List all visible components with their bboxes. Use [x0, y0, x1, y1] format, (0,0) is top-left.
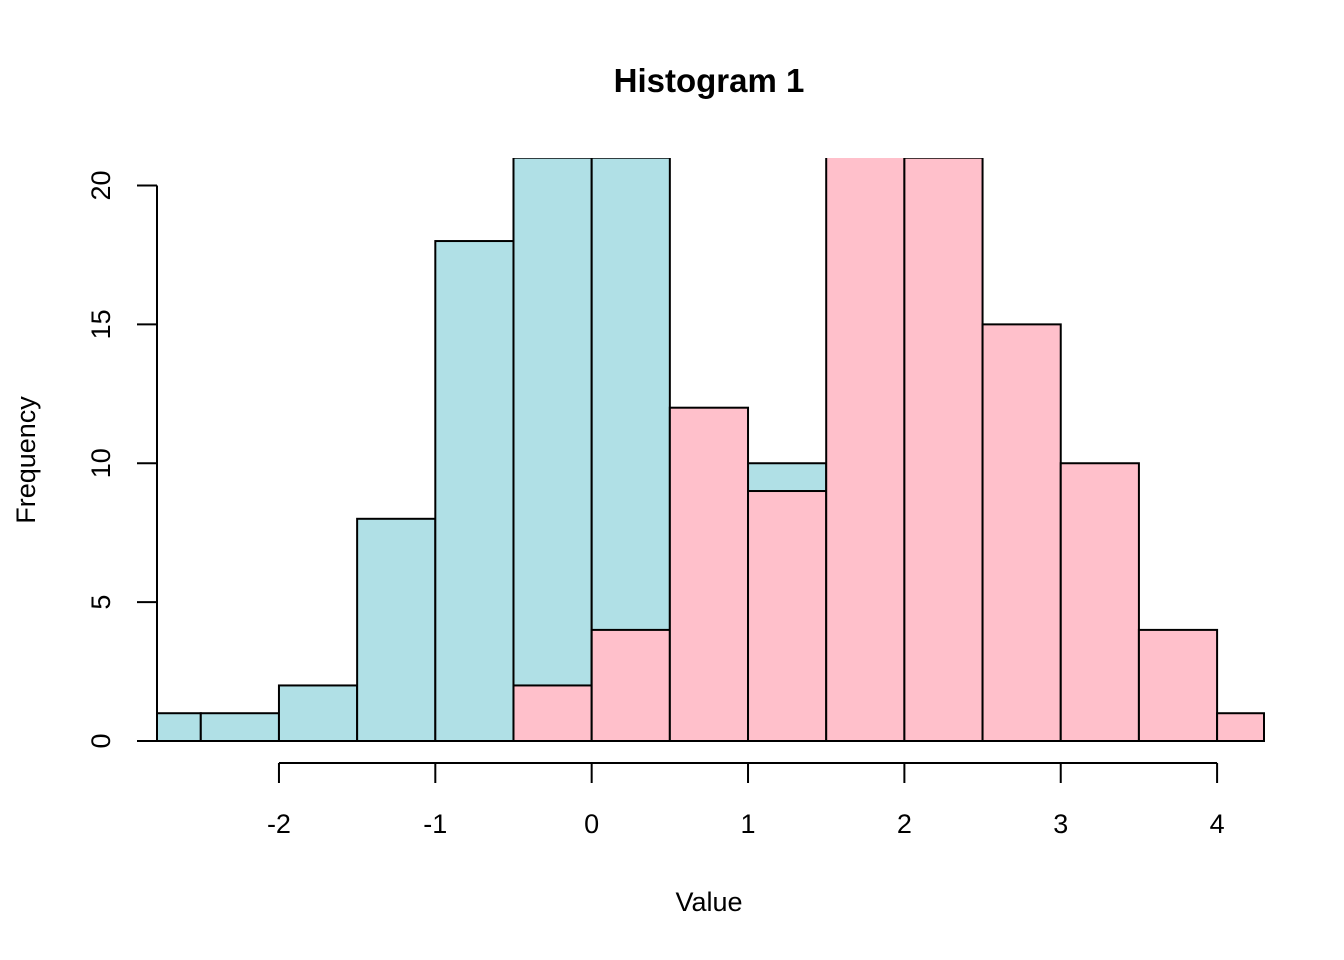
bar-series-2-bin-8 — [1059, 462, 1140, 742]
chart-title: Histogram 1 — [614, 62, 805, 99]
bar-series-1-bin-3 — [277, 684, 359, 743]
y-tick-label: 10 — [86, 448, 116, 478]
bars-layer — [156, 158, 1266, 743]
y-tick-label: 0 — [86, 733, 116, 748]
bar-series-1-bin-4 — [356, 517, 437, 742]
x-axis-label: Value — [675, 887, 742, 917]
bar-series-2-bin-10 — [1216, 712, 1266, 742]
bar-series-1-bin-1 — [156, 712, 202, 742]
bar-series-2-bin-1 — [512, 684, 593, 743]
bar-series-2-bin-5 — [825, 158, 906, 742]
x-tick-label: -2 — [267, 809, 291, 839]
bar-series-1-bin-2 — [199, 712, 280, 742]
x-tick-label: 4 — [1210, 809, 1225, 839]
x-tick-label: 2 — [897, 809, 912, 839]
bar-series-2-bin-7 — [981, 323, 1062, 742]
x-tick-label: -1 — [423, 809, 447, 839]
y-tick-label: 15 — [86, 309, 116, 339]
bar-series-2-bin-6 — [903, 158, 984, 743]
bar-series-2-bin-4 — [747, 490, 828, 743]
bar-series-2-bin-2 — [590, 628, 671, 742]
x-tick-label: 0 — [584, 809, 599, 839]
y-axis-label: Frequency — [11, 396, 41, 524]
y-tick-label: 20 — [86, 170, 116, 200]
bar-series-1-bin-5 — [434, 240, 515, 742]
bar-series-1-bin-6 — [512, 158, 593, 743]
x-tick-label: 1 — [741, 809, 756, 839]
y-axis: 0 5 10 15 20 — [86, 170, 158, 749]
bar-series-2-bin-9 — [1137, 628, 1219, 742]
x-axis: -2 -1 0 1 2 3 4 — [267, 762, 1225, 839]
bar-series-2-bin-3 — [668, 406, 750, 742]
y-tick-label: 5 — [86, 595, 116, 610]
x-tick-label: 3 — [1053, 809, 1068, 839]
